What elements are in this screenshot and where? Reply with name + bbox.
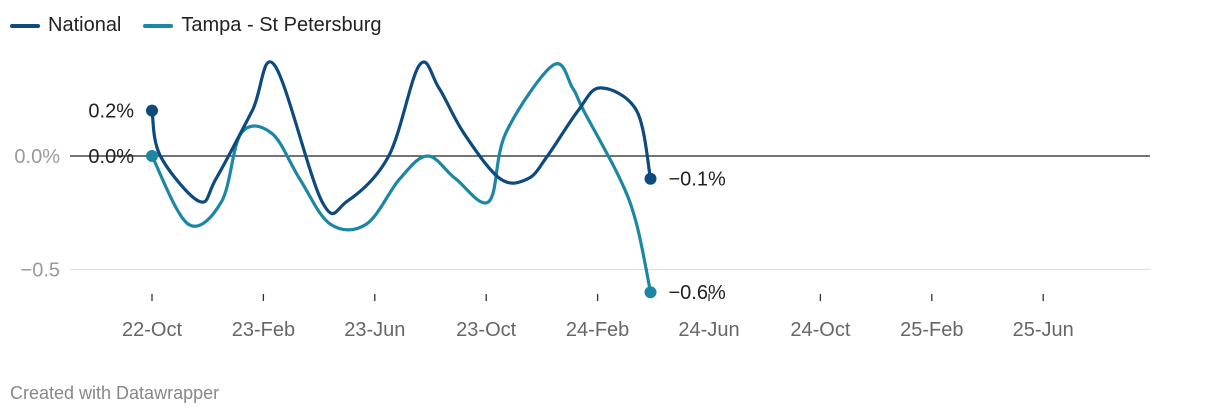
- x-tick-label: 23-Jun: [344, 319, 405, 341]
- legend-swatch-tampa: [143, 23, 174, 28]
- x-tick-label: 24-Feb: [566, 319, 629, 341]
- end-point-national: [644, 172, 657, 185]
- series-line-national: [150, 60, 653, 216]
- x-tick-label: 25-Feb: [900, 319, 963, 341]
- legend-item-tampa[interactable]: Tampa - St Petersburg: [143, 14, 381, 37]
- y-tick-label: 0.0%: [14, 146, 60, 168]
- start-label-tampa: 0.0%: [88, 146, 134, 168]
- start-point-national: [146, 104, 158, 117]
- end-label-national: −0.1%: [669, 169, 726, 191]
- end-label-tampa: −0.6%: [669, 282, 726, 304]
- series-line-tampa: [150, 62, 653, 294]
- x-tick-label: 23-Feb: [232, 319, 295, 341]
- legend-label-tampa: Tampa - St Petersburg: [181, 14, 382, 36]
- legend-item-national[interactable]: National: [10, 14, 121, 37]
- x-tick-label: 22-Oct: [122, 319, 182, 341]
- credit-footer[interactable]: Created with Datawrapper: [10, 383, 220, 403]
- x-tick-label: 25-Jun: [1013, 319, 1074, 341]
- x-tick-label: 24-Jun: [678, 319, 739, 341]
- x-tick-label: 23-Oct: [456, 319, 516, 341]
- legend: National Tampa - St Petersburg: [10, 14, 381, 37]
- start-label-national: 0.2%: [88, 101, 134, 123]
- legend-swatch-national: [10, 23, 40, 28]
- start-point-tampa: [146, 150, 158, 162]
- y-tick-label: −0.5: [21, 260, 60, 282]
- x-tick-label: 24-Oct: [790, 319, 850, 341]
- legend-label-national: National: [48, 14, 122, 36]
- end-point-tampa: [644, 286, 657, 299]
